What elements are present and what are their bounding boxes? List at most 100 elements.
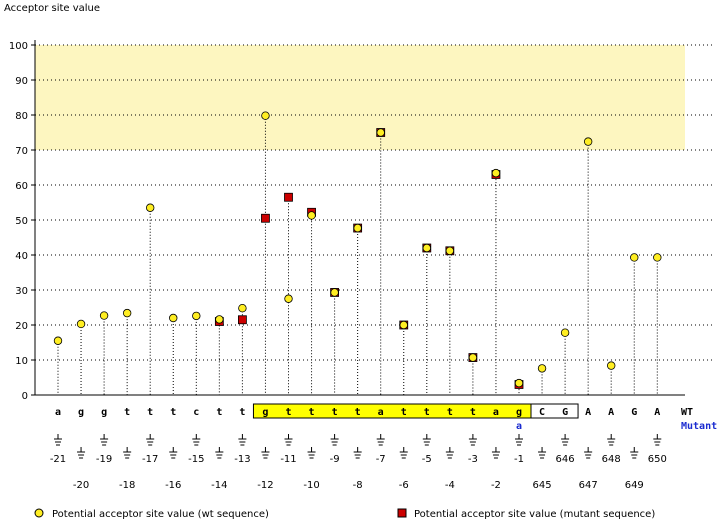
- wt-base: t: [147, 407, 153, 418]
- wt-marker: [468, 353, 478, 362]
- position-label: -14: [211, 480, 227, 491]
- position-label: -10: [303, 480, 319, 491]
- wt-base: t: [309, 407, 315, 418]
- position-label: -11: [280, 454, 296, 465]
- exon-box-yellow: [252, 403, 532, 419]
- band-rect: [35, 45, 685, 150]
- stems: [57, 115, 658, 395]
- position-label: 650: [648, 454, 667, 465]
- position-label: -19: [96, 454, 112, 465]
- wt-base: t: [355, 407, 361, 418]
- exon-box-white: [530, 403, 579, 419]
- data-markers: [53, 111, 662, 389]
- mutant-row-label: Mutant: [681, 421, 717, 432]
- y-axis: 0 10 20 30 40 50 60 70 80 90 100: [9, 40, 685, 402]
- y-tick-label: 0: [22, 391, 28, 402]
- wt-base: t: [447, 407, 453, 418]
- position-label: -3: [468, 454, 478, 465]
- wt-row-label: WT: [681, 407, 693, 418]
- wt-marker: [284, 294, 293, 303]
- position-label: 646: [556, 454, 575, 465]
- wt-base: t: [170, 407, 176, 418]
- wt-marker: [514, 378, 524, 388]
- y-tick-label: 60: [15, 181, 28, 192]
- wt-marker: [192, 311, 201, 321]
- wt-base: A: [654, 407, 660, 418]
- position-label: -15: [188, 454, 204, 465]
- position-label: -17: [142, 454, 158, 465]
- wt-base: t: [424, 407, 430, 418]
- highlight-band: [35, 45, 685, 150]
- wt-base: G: [631, 407, 637, 418]
- position-label: -18: [119, 480, 135, 491]
- wt-base: a: [493, 407, 499, 418]
- wt-marker: [445, 246, 455, 255]
- wt-marker: [422, 243, 431, 253]
- wt-marker: [353, 223, 362, 233]
- grid-lines: [35, 44, 715, 361]
- position-label: -5: [422, 454, 432, 465]
- legend-mutant-label: Potential acceptor site value (mutant se…: [414, 509, 655, 520]
- wt-marker: [376, 128, 385, 137]
- legend-mutant-marker: [397, 508, 407, 518]
- wt-base: A: [585, 407, 591, 418]
- position-label: -8: [353, 480, 363, 491]
- wt-base: G: [562, 407, 568, 418]
- position-label: -13: [234, 454, 250, 465]
- wt-marker: [399, 320, 408, 330]
- chart-title: Acceptor site value: [4, 3, 100, 14]
- wt-base: g: [78, 407, 84, 418]
- position-label: -21: [50, 454, 66, 465]
- wt-base: t: [332, 407, 338, 418]
- wt-base: g: [262, 407, 268, 418]
- wt-base: c: [193, 407, 199, 418]
- wt-base: t: [216, 407, 222, 418]
- wt-marker: [307, 211, 316, 220]
- wt-marker: [537, 364, 547, 373]
- wt-marker: [330, 288, 339, 297]
- y-tick-label: 40: [15, 251, 28, 262]
- wt-base: t: [470, 407, 476, 418]
- mutant-marker: [237, 315, 247, 325]
- wt-base: g: [516, 407, 522, 418]
- wt-base: t: [124, 407, 130, 418]
- wt-marker: [145, 203, 155, 212]
- wt-marker: [99, 311, 109, 320]
- wt-marker: [560, 328, 570, 337]
- wt-base: a: [378, 407, 384, 418]
- wt-base: a: [55, 407, 61, 418]
- position-labels: -21 -20 -19 -18 -17 -16 -15 -14 -13 -12 -11 -10 -9 -8…: [50, 434, 667, 491]
- position-label: -7: [376, 454, 386, 465]
- position-label: 647: [579, 480, 598, 491]
- mutant-marker: [284, 192, 293, 202]
- y-tick-label: 10: [15, 356, 28, 367]
- position-label: -4: [445, 480, 455, 491]
- wt-base: t: [401, 407, 407, 418]
- position-label: -1: [514, 454, 524, 465]
- wt-marker: [630, 253, 639, 262]
- y-tick-label: 50: [15, 216, 28, 227]
- position-label: 648: [602, 454, 621, 465]
- wt-base: C: [539, 407, 545, 418]
- wt-marker: [169, 313, 178, 323]
- wt-marker: [261, 111, 270, 120]
- legend-wt-label: Potential acceptor site value (wt sequen…: [52, 509, 269, 520]
- position-label: -2: [491, 480, 501, 491]
- position-label: -9: [330, 454, 340, 465]
- y-tick-label: 90: [15, 76, 28, 87]
- legend-wt-marker: [34, 508, 44, 518]
- position-label: 649: [625, 480, 644, 491]
- position-label: -20: [73, 480, 89, 491]
- wt-marker: [491, 168, 501, 178]
- wt-marker: [215, 315, 224, 324]
- y-tick-label: 70: [15, 146, 28, 157]
- position-label: 645: [533, 480, 552, 491]
- mutant-base: a: [516, 421, 522, 432]
- y-tick-label: 20: [15, 321, 28, 332]
- wt-marker: [53, 336, 63, 345]
- legend: Potential acceptor site value (wt sequen…: [34, 508, 655, 520]
- wt-marker: [238, 304, 247, 313]
- sequence-box: [252, 403, 579, 419]
